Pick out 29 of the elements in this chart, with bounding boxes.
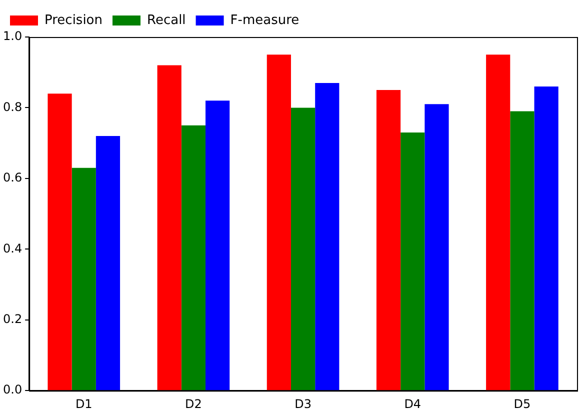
bar [315,82,340,390]
bar [157,65,182,390]
legend-label: F-measure [230,12,300,28]
bar [48,94,72,390]
bar [266,54,291,390]
bar [290,108,316,390]
bar [206,100,230,390]
bar [181,125,206,390]
bar [510,111,534,390]
legend-label: Recall [147,12,186,28]
x-tick-label: D3 [294,396,312,411]
bar [424,104,449,390]
legend-label: Precision [44,12,103,28]
bar [96,136,120,390]
bar [486,54,510,390]
y-tick-label: 0.4 [2,241,22,256]
bar [72,168,96,390]
y-tick-label: 0.8 [2,100,22,114]
x-tick-label: D1 [75,396,92,411]
x-tick-label: D4 [404,396,422,411]
y-tick-label: 0.2 [2,312,22,326]
x-tick-label: D5 [514,396,531,411]
bar [400,132,425,390]
y-tick-label: 0.0 [2,382,22,397]
x-tick-label: D2 [185,396,202,411]
y-tick-label: 1.0 [2,29,22,44]
y-tick-label: 0.6 [2,170,22,185]
bar [376,90,401,390]
bar [534,86,558,390]
